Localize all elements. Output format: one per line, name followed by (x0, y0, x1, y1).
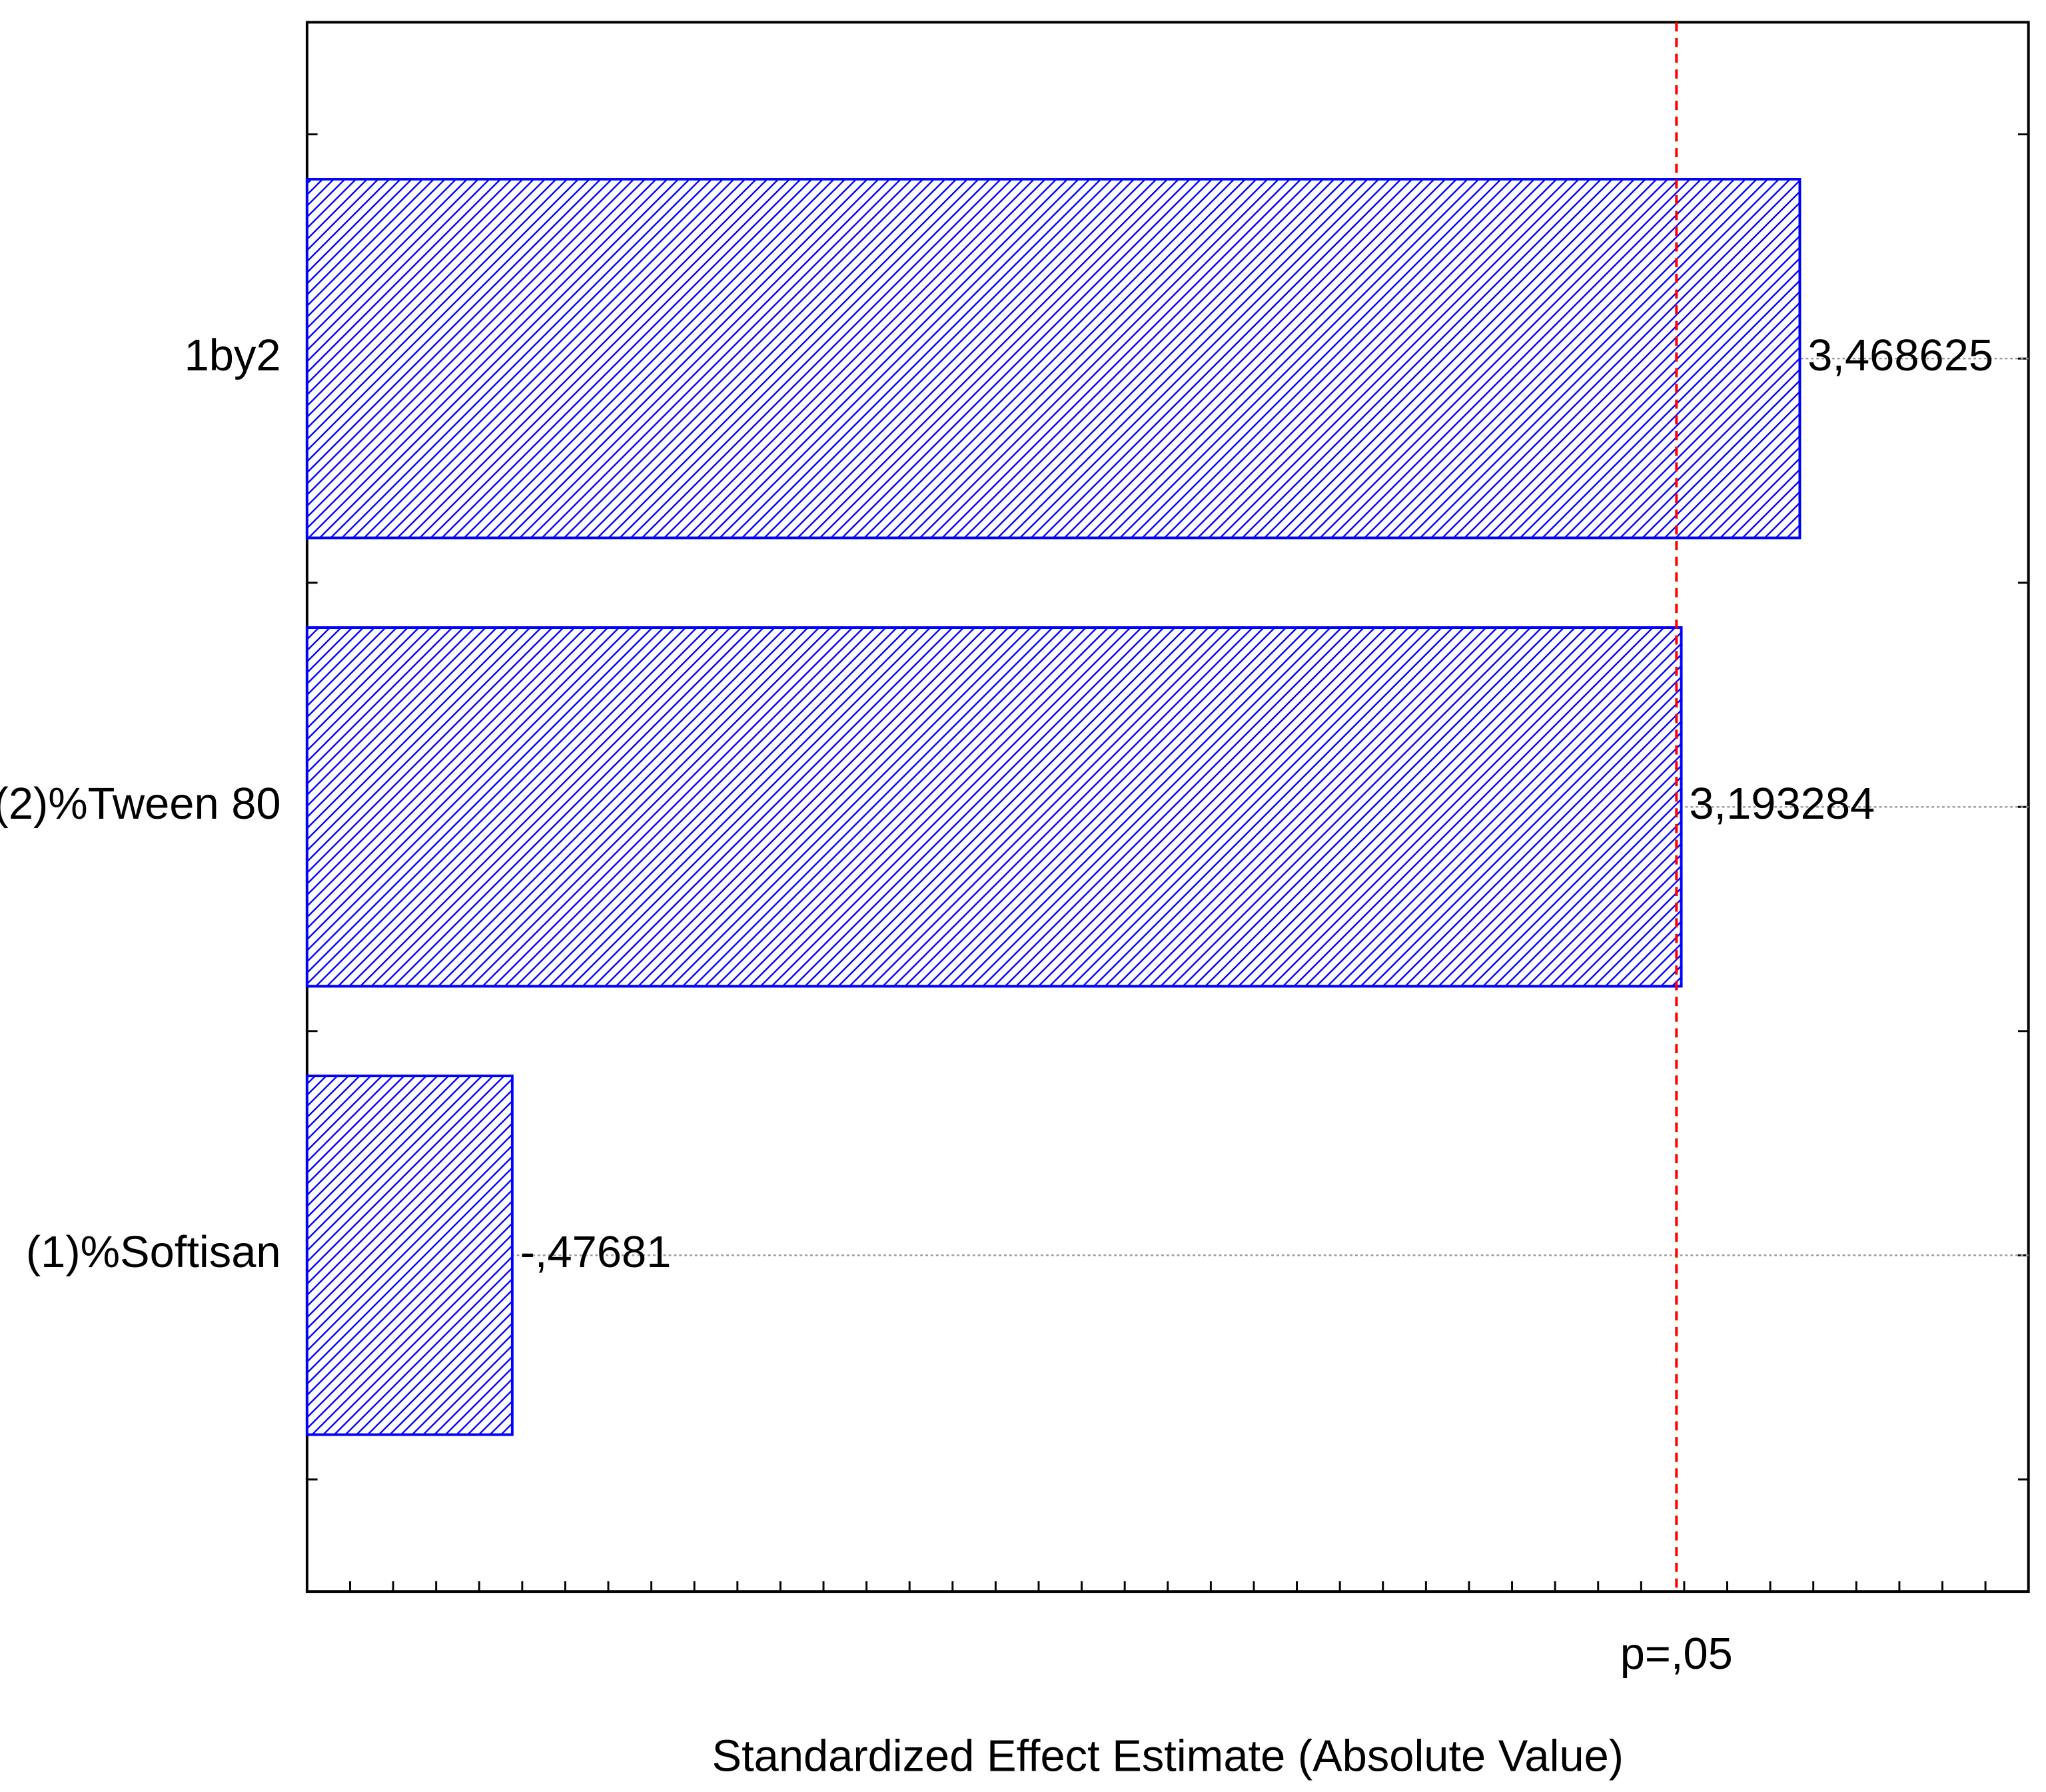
y-tick-label: 1by2 (185, 330, 281, 380)
value-label: 3,193284 (1689, 779, 1875, 829)
bar (305, 178, 1801, 540)
bar (305, 626, 1683, 988)
bar (305, 1075, 514, 1436)
value-label: 3,468625 (1807, 330, 1993, 380)
y-tick-label: (1)%Softisan (26, 1227, 281, 1277)
value-label: -,47681 (520, 1227, 672, 1277)
reference-label: p=,05 (1620, 1629, 1733, 1679)
x-axis-label: Standardized Effect Estimate (Absolute V… (712, 1731, 1624, 1781)
y-tick-label: (2)%Tween 80 (0, 779, 281, 829)
